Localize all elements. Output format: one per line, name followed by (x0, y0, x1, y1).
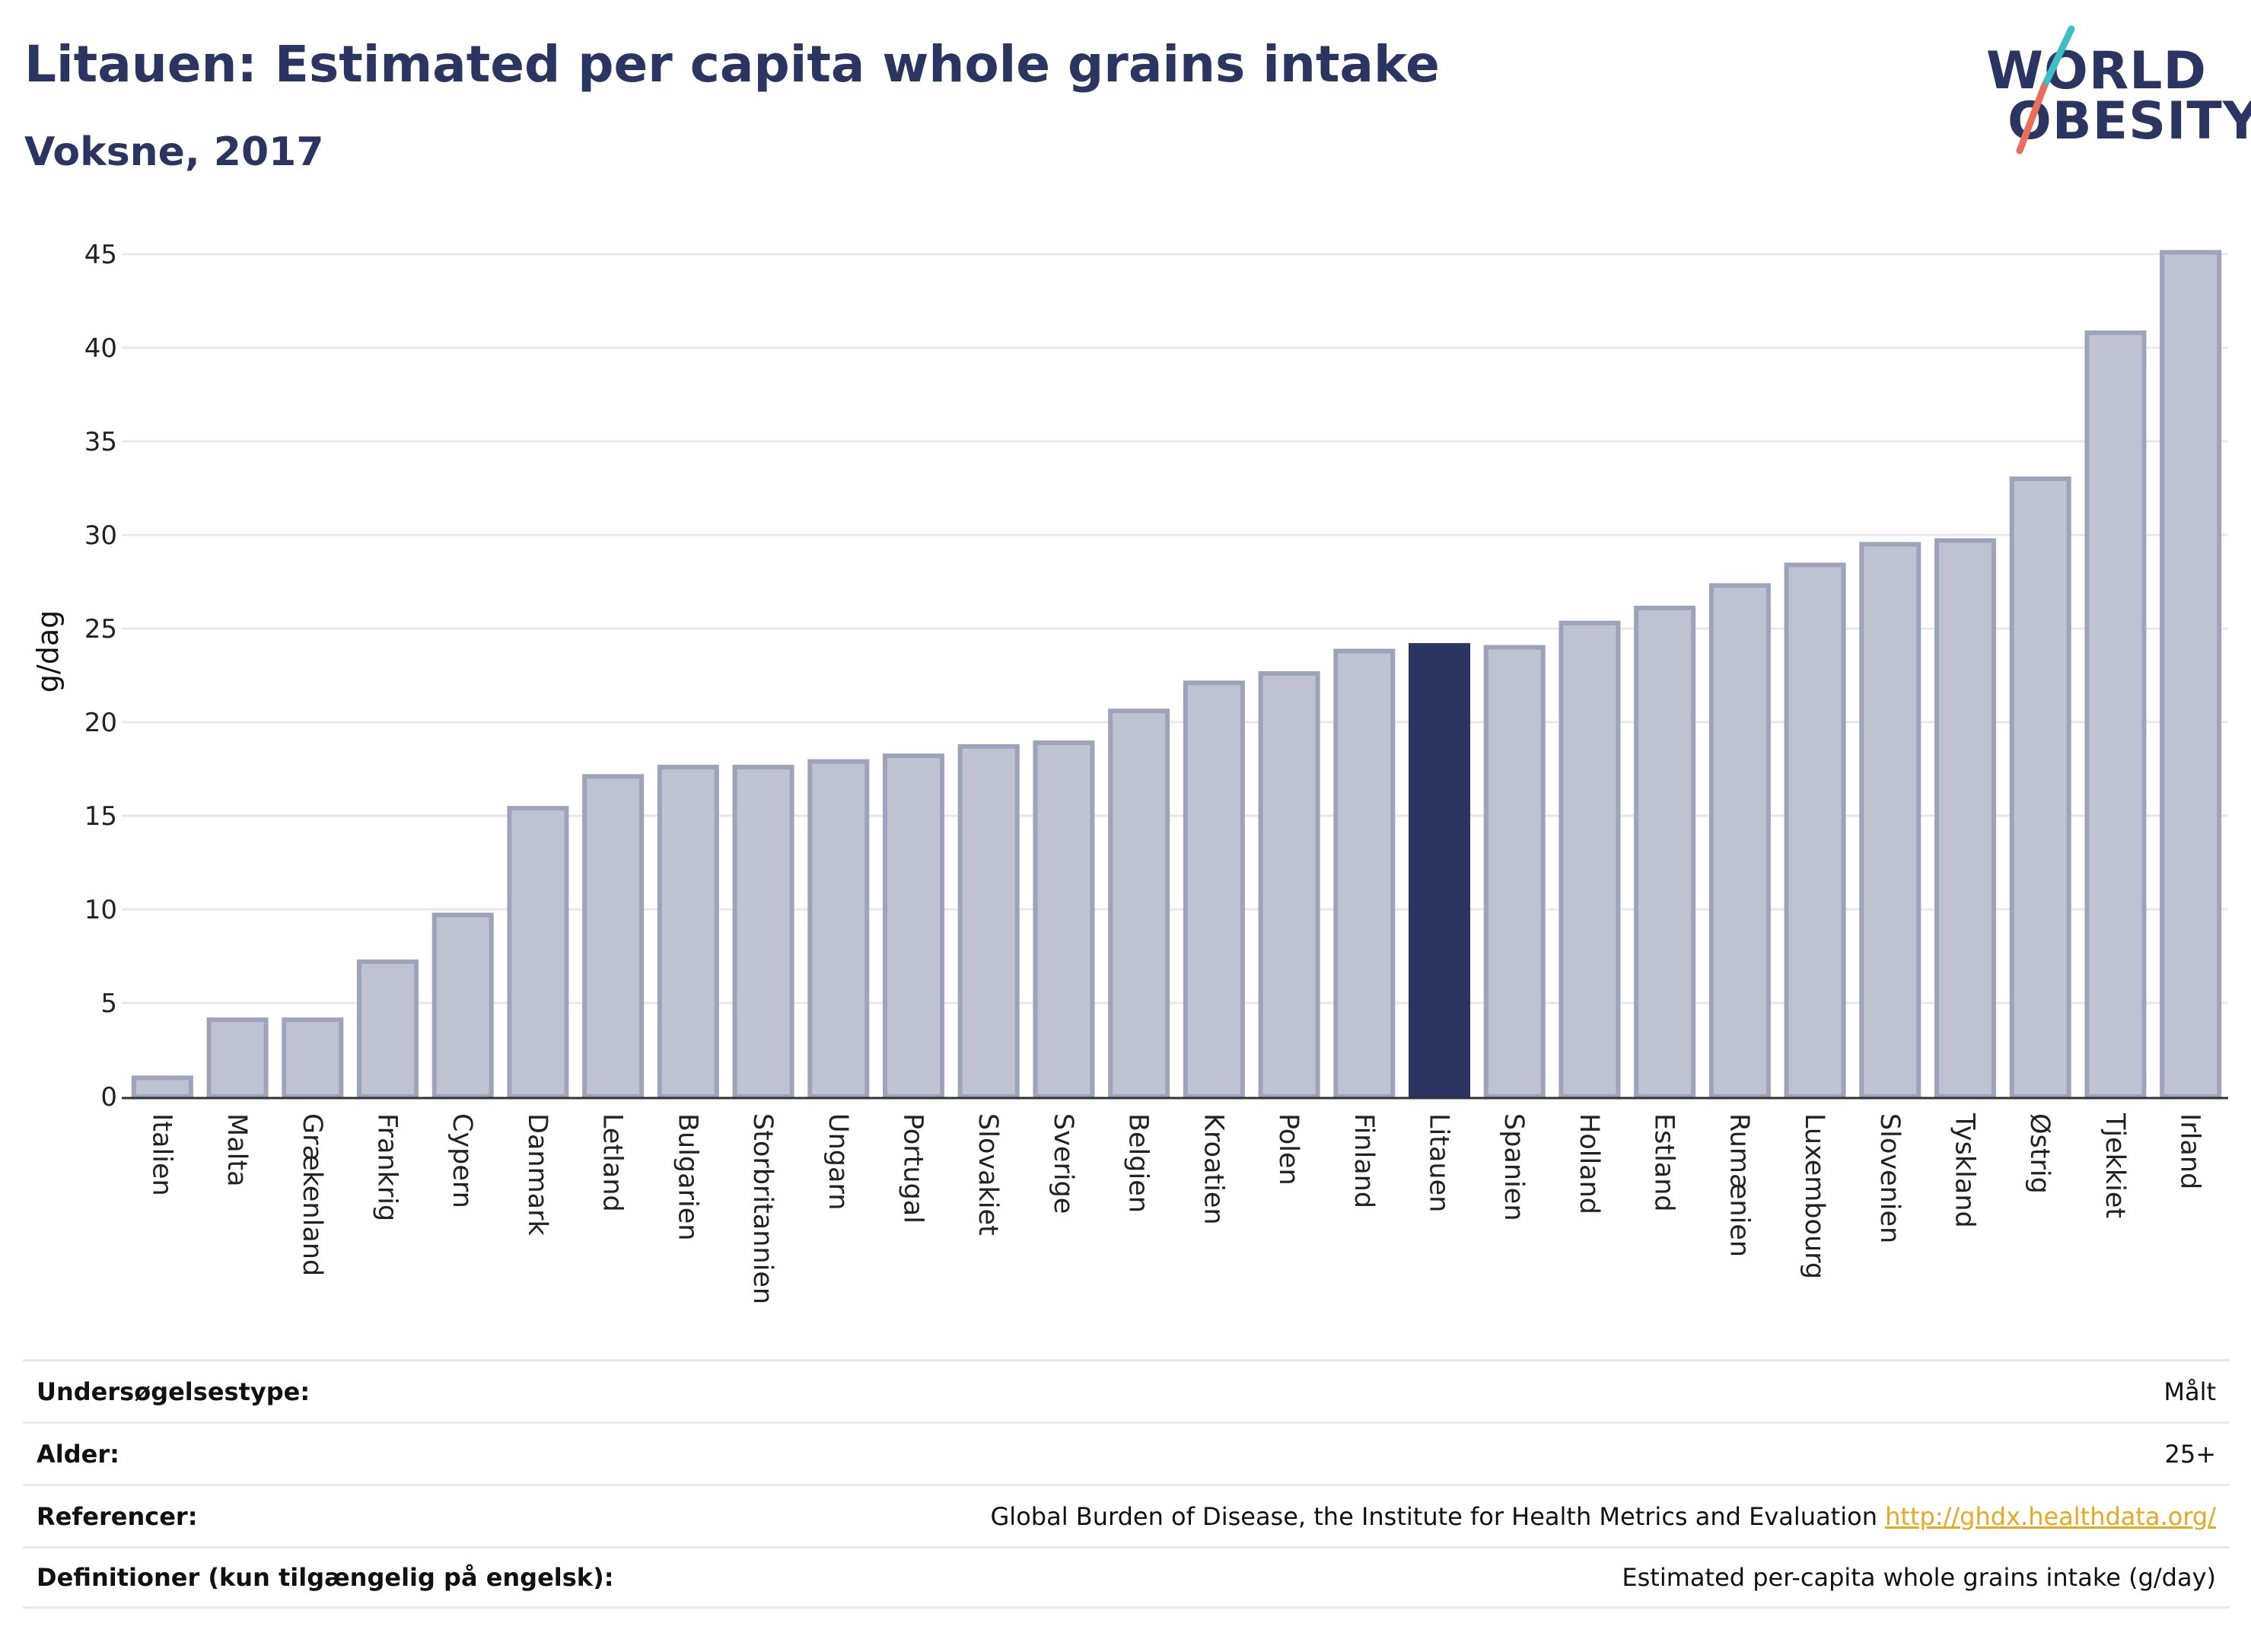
x-tick-label: Luxembourg (1799, 1113, 1829, 1279)
bar-finland[interactable] (1333, 648, 1396, 1099)
bar-rumænien[interactable] (1708, 583, 1771, 1099)
y-tick-label: 35 (84, 427, 117, 457)
y-tick-label: 15 (84, 801, 117, 832)
meta-value: Estimated per-capita whole grains intake… (1622, 1563, 2216, 1592)
bar-danmark[interactable] (507, 806, 569, 1100)
bar-letland[interactable] (582, 774, 645, 1100)
x-tick-label: Bulgarien (672, 1113, 702, 1240)
x-tick-label: Storbritannien (747, 1113, 778, 1304)
bar-cypern[interactable] (431, 912, 494, 1099)
y-tick-label: 25 (84, 614, 117, 645)
x-tick-label: Holland (1574, 1113, 1604, 1214)
y-axis-ticks: 0 5 10 15 20 25 30 35 40 45 (84, 240, 117, 1112)
x-tick-label: Irland (2175, 1113, 2205, 1189)
bar-holland[interactable] (1559, 620, 1621, 1099)
y-tick-label: 40 (84, 333, 117, 364)
bar-tyskland[interactable] (1934, 538, 1997, 1099)
x-tick-label: Tyskland (1950, 1112, 1980, 1228)
x-tick-label: Rumænien (1724, 1113, 1754, 1257)
y-tick-label: 0 (100, 1082, 117, 1112)
y-axis-label: g/dag (31, 610, 65, 692)
bar-litauen[interactable] (1408, 643, 1471, 1099)
x-tick-label: Estland (1649, 1113, 1679, 1212)
y-tick-label: 45 (84, 240, 117, 270)
meta-label: Undersøgelsestype: (37, 1377, 310, 1406)
meta-table: Undersøgelsestype: Målt Alder: 25+ Refer… (23, 1359, 2230, 1609)
x-tick-label: Polen (1273, 1113, 1304, 1186)
bar-italien[interactable] (131, 1075, 193, 1100)
bar-estland[interactable] (1634, 605, 1696, 1099)
x-tick-label: Portugal (898, 1113, 928, 1224)
bar-portugal[interactable] (882, 753, 945, 1100)
meta-row-references: Referencer: Global Burden of Disease, th… (23, 1484, 2230, 1546)
meta-label: Alder: (37, 1439, 119, 1469)
x-axis-labels: Italien Malta Grækenland Frankrig Cypern Danm… (146, 1112, 2205, 1304)
chart-subtitle: Voksne, 2017 (24, 129, 324, 175)
y-tick-label: 5 (100, 988, 117, 1019)
bar-slovakiet[interactable] (957, 743, 1020, 1099)
bars (131, 250, 2222, 1100)
x-tick-label: Italien (146, 1113, 177, 1196)
chart-title: Litauen: Estimated per capita whole grai… (24, 35, 1440, 94)
meta-row-definitions: Definitioner (kun tilgængelig på engelsk… (23, 1546, 2230, 1609)
meta-label: Referencer: (37, 1501, 198, 1531)
bar-grækenland[interactable] (282, 1017, 344, 1100)
x-tick-label: Spanien (1498, 1113, 1529, 1221)
meta-row-age: Alder: 25+ (23, 1421, 2230, 1484)
bar-sverige[interactable] (1033, 740, 1095, 1099)
x-tick-label: Finland (1348, 1113, 1379, 1208)
x-tick-label: Slovakiet (973, 1113, 1003, 1236)
bar-frankrig[interactable] (356, 959, 419, 1099)
x-tick-label: Belgien (1123, 1113, 1154, 1213)
bar-tjekkiet[interactable] (2084, 330, 2147, 1099)
meta-row-survey-type: Undersøgelsestype: Målt (23, 1359, 2230, 1421)
x-tick-label: Malta (221, 1113, 252, 1187)
bar-kroatien[interactable] (1183, 680, 1245, 1099)
logo-slash-icon (2016, 25, 2075, 154)
x-tick-label: Kroatien (1198, 1113, 1228, 1225)
bar-belgien[interactable] (1108, 708, 1170, 1099)
bar-bulgarien[interactable] (657, 765, 719, 1099)
bar-chart: 0 5 10 15 20 25 30 35 40 45 Italien Malta Grækenlan… (31, 240, 2228, 1304)
logo-text-obesity: OBESITY (2007, 91, 2251, 151)
x-tick-label: Sverige (1048, 1113, 1078, 1214)
bar-polen[interactable] (1258, 671, 1320, 1099)
meta-value: Målt (2163, 1377, 2216, 1406)
x-tick-label: Ungarn (823, 1113, 853, 1210)
x-tick-label: Slovenien (1874, 1113, 1905, 1243)
y-tick-label: 30 (84, 520, 117, 551)
y-tick-label: 20 (84, 708, 117, 738)
x-tick-label: Tjekkiet (2100, 1112, 2130, 1218)
bar-malta[interactable] (206, 1017, 269, 1100)
x-tick-label: Frankrig (372, 1113, 403, 1221)
bar-luxembourg[interactable] (1784, 562, 1846, 1099)
x-tick-label: Cypern (447, 1113, 477, 1208)
meta-value-references: Global Burden of Disease, the Institute … (991, 1502, 2217, 1531)
world-obesity-logo: WORLD OBESITY (1986, 23, 2251, 160)
bar-østrig[interactable] (2009, 476, 2071, 1099)
x-tick-label: Litauen (1424, 1113, 1454, 1212)
x-tick-label: Grækenland (297, 1113, 327, 1276)
logo-text-world: WORLD (1986, 41, 2207, 101)
bar-slovenien[interactable] (1859, 542, 1921, 1099)
y-tick-label: 10 (84, 895, 117, 925)
bar-spanien[interactable] (1483, 645, 1546, 1099)
bar-ungarn[interactable] (807, 759, 870, 1099)
x-tick-label: Letland (597, 1113, 628, 1212)
meta-value: 25+ (2164, 1439, 2216, 1469)
meta-label: Definitioner (kun tilgængelig på engelsk… (37, 1563, 614, 1592)
reference-link[interactable]: http://ghdx.healthdata.org/ (1885, 1501, 2216, 1531)
bar-storbritannien[interactable] (732, 765, 794, 1099)
bar-irland[interactable] (2160, 250, 2222, 1099)
reference-text: Global Burden of Disease, the Institute … (990, 1501, 1877, 1531)
x-tick-label: Danmark (522, 1113, 552, 1237)
x-tick-label: Østrig (2024, 1113, 2055, 1194)
